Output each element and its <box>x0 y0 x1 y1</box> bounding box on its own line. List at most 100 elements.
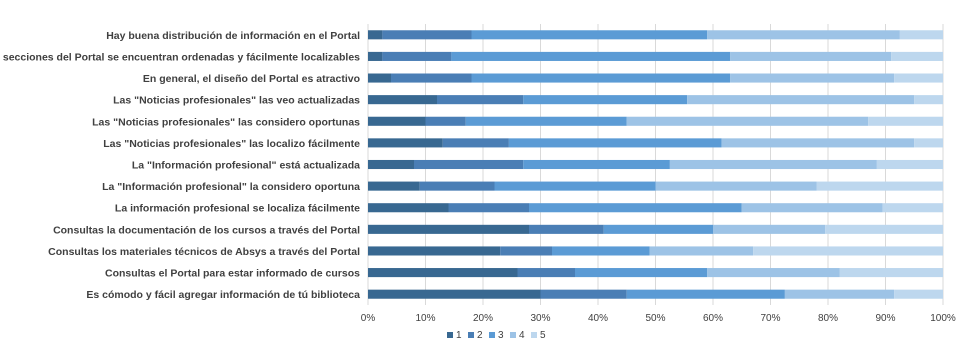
bar-segment-3 <box>626 289 785 299</box>
legend-label-1: 1 <box>456 330 462 341</box>
category-label: La información profesional se localiza f… <box>115 203 360 215</box>
bar-segment-5 <box>894 289 943 299</box>
bar-segment-4 <box>741 203 883 213</box>
category-label: Las "Noticias profesionales" las localiz… <box>103 138 360 150</box>
legend-swatch-2 <box>468 332 474 338</box>
bar-segment-2 <box>425 116 466 126</box>
category-label: La "Información profesional" está actual… <box>132 160 360 172</box>
bar-segment-1 <box>368 268 518 278</box>
bar-segment-1 <box>368 289 541 299</box>
bar-segment-3 <box>471 73 731 83</box>
bar-segment-1 <box>368 246 501 256</box>
x-tick-label: 20% <box>473 313 493 324</box>
bar-segment-4 <box>784 289 895 299</box>
bar-segment-2 <box>529 224 604 234</box>
bar-segment-4 <box>655 181 817 191</box>
legend-label-5: 5 <box>540 330 546 341</box>
bar-segment-1 <box>368 138 443 148</box>
bar-segment-1 <box>368 73 391 83</box>
bar-segment-1 <box>368 203 449 213</box>
bar-segment-4 <box>730 73 895 83</box>
bar-segment-2 <box>448 203 529 213</box>
bar-segment-2 <box>419 181 495 191</box>
x-tick-label: 0% <box>361 313 376 324</box>
category-label: Consultas los materiales técnicos de Abs… <box>48 246 360 258</box>
bar-segment-5 <box>876 159 943 170</box>
category-label: Es cómodo y fácil agregar información de… <box>86 289 360 301</box>
bar-segment-1 <box>368 181 420 191</box>
bar-segment-4 <box>707 30 900 40</box>
x-tick-label: 70% <box>760 313 780 324</box>
x-tick-label: 100% <box>930 313 956 324</box>
bar-segment-2 <box>500 246 552 256</box>
legend-label-4: 4 <box>519 330 525 341</box>
x-tick-label: 80% <box>818 313 838 324</box>
bar-segment-3 <box>523 159 670 170</box>
category-label: Las "Noticias profesionales" las veo act… <box>113 95 360 107</box>
category-label: Consultas la documentación de los cursos… <box>53 224 360 236</box>
bar-segment-2 <box>382 51 452 61</box>
bar-segment-1 <box>368 95 437 105</box>
bar-segment-5 <box>894 73 943 83</box>
bar-segment-4 <box>713 224 826 234</box>
bar-segment-3 <box>552 246 650 256</box>
bar-segment-4 <box>730 51 892 61</box>
bar-segment-3 <box>529 203 742 213</box>
bar-segment-5 <box>914 138 943 148</box>
bar-segment-1 <box>368 51 383 61</box>
legend-swatch-5 <box>531 332 537 338</box>
x-tick-label: 10% <box>415 313 435 324</box>
bar-segment-2 <box>391 73 472 83</box>
bar-segment-5 <box>899 30 943 40</box>
category-label: Las secciones del Portal se encuentran o… <box>0 51 360 63</box>
bar-segment-5 <box>891 51 943 61</box>
bar-segment-1 <box>368 30 383 40</box>
legend-swatch-3 <box>489 332 495 338</box>
category-label: En general, el diseño del Portal es atra… <box>143 73 360 85</box>
legend-swatch-1 <box>447 332 453 338</box>
bar-segment-3 <box>575 268 708 278</box>
bar-segment-4 <box>649 246 754 256</box>
bar-segment-3 <box>523 95 688 105</box>
bar-segment-2 <box>517 268 575 278</box>
bar-segment-1 <box>368 116 426 126</box>
bar-segment-1 <box>368 224 529 234</box>
bar-segment-5 <box>753 246 943 256</box>
bar-segment-4 <box>721 138 915 148</box>
bar-segment-5 <box>839 268 943 278</box>
x-tick-label: 40% <box>588 313 608 324</box>
bar-segment-4 <box>687 95 915 105</box>
bar-segment-2 <box>442 138 509 148</box>
bar-segment-4 <box>707 268 840 278</box>
bar-segment-5 <box>868 116 943 126</box>
bar-segment-2 <box>437 95 524 105</box>
legend-label-3: 3 <box>498 330 504 341</box>
bar-segment-2 <box>414 159 524 170</box>
x-tick-label: 50% <box>645 313 665 324</box>
x-tick-label: 30% <box>530 313 550 324</box>
bar-segment-2 <box>540 289 627 299</box>
bar-segment-3 <box>465 116 627 126</box>
bar-segment-2 <box>382 30 472 40</box>
bar-segment-3 <box>508 138 722 148</box>
bar-segment-3 <box>603 224 713 234</box>
bar-segment-1 <box>368 159 414 170</box>
bar-segment-3 <box>471 30 708 40</box>
legend-swatch-4 <box>510 332 516 338</box>
bar-segment-4 <box>669 159 877 170</box>
x-tick-label: 60% <box>703 313 723 324</box>
bar-segment-3 <box>494 181 656 191</box>
bar-segment-5 <box>882 203 943 213</box>
x-tick-label: 90% <box>875 313 895 324</box>
bar-segment-5 <box>816 181 943 191</box>
category-label: Consultas el Portal para estar informado… <box>105 268 360 280</box>
category-label: Las "Noticias profesionales" las conside… <box>92 116 360 128</box>
bar-segment-5 <box>914 95 943 105</box>
legend-label-2: 2 <box>477 330 483 341</box>
bar-segment-4 <box>626 116 869 126</box>
category-label: La "Información profesional" la consider… <box>102 181 360 193</box>
bar-segment-5 <box>825 224 943 234</box>
category-label: Hay buena distribución de información en… <box>106 30 360 42</box>
